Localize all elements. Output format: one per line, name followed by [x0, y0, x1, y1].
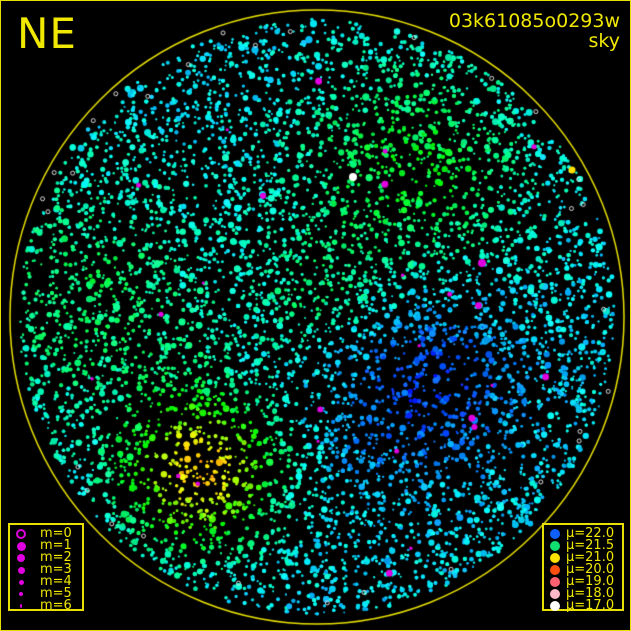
legend-label: μ=19.0: [566, 574, 615, 589]
legend-item-magnitude: m=6: [10, 598, 82, 613]
image-id: 03k61085o0293w sky: [449, 11, 620, 51]
brightness-marker: [550, 589, 560, 599]
legend-label: m=6: [40, 598, 72, 613]
brightness-marker: [550, 541, 560, 551]
legend-item-brightness: μ=19.0: [544, 574, 622, 589]
legend-label: m=1: [40, 538, 72, 553]
magnitude-legend: m=0 m=1 m=2 m=3 m=4 m=5 m=6: [8, 523, 84, 613]
legend-item-magnitude: m=4: [10, 574, 82, 589]
legend-item-brightness: μ=22.0: [544, 526, 622, 541]
brightness-marker: [550, 577, 560, 587]
legend-item-brightness: μ=21.5: [544, 538, 622, 553]
direction-label: NE: [17, 9, 77, 58]
image-id-text: 03k61085o0293w: [448, 10, 620, 32]
legend-item-brightness: μ=21.0: [544, 550, 622, 565]
legend-label: m=3: [40, 562, 72, 577]
legend-item-brightness: μ=18.0: [544, 586, 622, 601]
legend-label: m=0: [40, 526, 72, 541]
legend-label: m=4: [40, 574, 72, 589]
legend-item-magnitude: m=2: [10, 550, 82, 565]
legend-item-magnitude: m=3: [10, 562, 82, 577]
magnitude-marker: [19, 592, 23, 596]
magnitude-marker: [20, 604, 22, 608]
legend-label: μ=17.0: [566, 598, 615, 613]
legend-item-brightness: μ=17.0: [544, 598, 622, 613]
magnitude-marker: [17, 554, 25, 562]
legend-label: μ=22.0: [566, 526, 615, 541]
brightness-legend: μ=22.0 μ=21.5 μ=21.0 μ=20.0 μ=19.0 μ=18.0 μ=17…: [542, 523, 624, 613]
brightness-marker: [550, 565, 560, 575]
legend-label: μ=18.0: [566, 586, 615, 601]
legend-label: m=2: [40, 550, 72, 565]
brightness-marker: [550, 601, 560, 611]
legend-label: m=5: [40, 586, 72, 601]
legend-label: μ=21.5: [566, 538, 615, 553]
legend-item-magnitude: m=5: [10, 586, 82, 601]
magnitude-marker: [16, 529, 26, 539]
legend-item-magnitude: m=1: [10, 538, 82, 553]
legend-item-brightness: μ=20.0: [544, 562, 622, 577]
legend-item-magnitude: m=0: [10, 526, 82, 541]
magnitude-marker: [18, 579, 24, 585]
legend-label: μ=20.0: [566, 562, 615, 577]
brightness-marker: [550, 553, 560, 563]
brightness-marker: [550, 529, 560, 539]
magnitude-marker: [17, 566, 25, 574]
image-kind: sky: [588, 30, 620, 52]
legend-label: μ=21.0: [566, 550, 615, 565]
magnitude-marker: [16, 541, 26, 551]
